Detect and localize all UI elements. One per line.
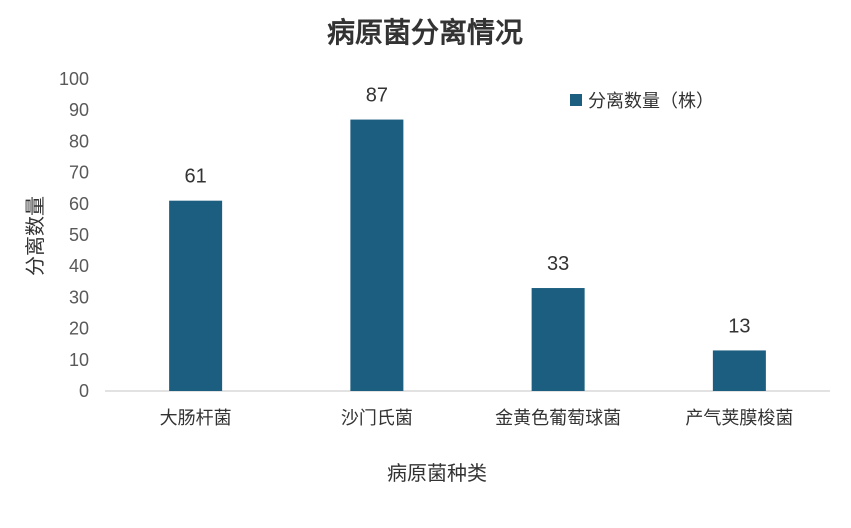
y-tick-label: 40 bbox=[69, 256, 89, 276]
data-label: 13 bbox=[728, 315, 750, 337]
y-tick-label: 60 bbox=[69, 194, 89, 214]
y-tick-label: 20 bbox=[69, 319, 89, 339]
data-labels-group: 61 87 33 13 bbox=[185, 85, 751, 338]
bar bbox=[531, 288, 585, 391]
x-tick-label: 大肠杆菌 bbox=[160, 408, 232, 429]
chart-title: 病原菌分离情况 bbox=[327, 16, 523, 49]
y-tick-label: 90 bbox=[69, 100, 89, 120]
y-tick-label: 50 bbox=[69, 225, 89, 245]
bar bbox=[712, 350, 766, 391]
x-tick-label: 产气荚膜梭菌 bbox=[685, 408, 793, 429]
bar bbox=[350, 119, 404, 391]
data-label: 61 bbox=[185, 166, 207, 188]
data-label: 87 bbox=[366, 85, 388, 107]
bars-group bbox=[169, 119, 766, 391]
x-axis-title: 病原菌种类 bbox=[387, 461, 487, 485]
category-labels-group: 大肠杆菌 沙门氏菌 金黄色葡萄球菌 产气荚膜梭菌 bbox=[160, 408, 794, 429]
legend: 分离数量（株） bbox=[570, 91, 714, 112]
data-label: 33 bbox=[547, 253, 569, 275]
y-tick-label: 80 bbox=[69, 131, 89, 151]
y-tick-label: 100 bbox=[59, 69, 89, 89]
y-tick-label: 0 bbox=[79, 381, 89, 401]
legend-swatch bbox=[570, 94, 582, 106]
y-tick-label: 30 bbox=[69, 287, 89, 307]
y-axis-ticks: 0 10 20 30 40 50 60 70 80 90 100 bbox=[59, 69, 89, 401]
y-axis-title: 分离数量 bbox=[23, 196, 47, 276]
y-tick-label: 10 bbox=[69, 350, 89, 370]
legend-label: 分离数量（株） bbox=[588, 91, 714, 112]
y-tick-label: 70 bbox=[69, 163, 89, 183]
x-tick-label: 沙门氏菌 bbox=[341, 408, 413, 429]
x-tick-label: 金黄色葡萄球菌 bbox=[495, 408, 621, 429]
bar bbox=[169, 200, 223, 391]
